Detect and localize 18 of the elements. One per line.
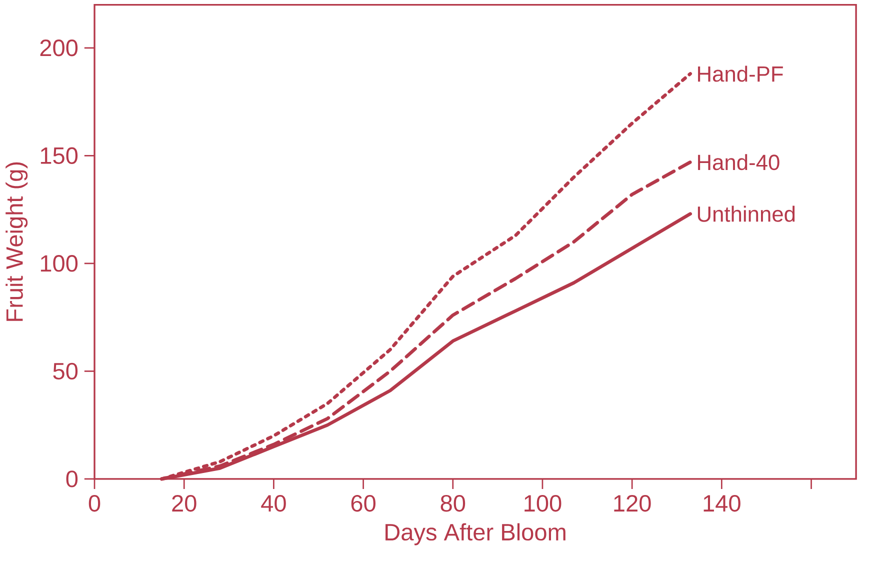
x-tick-label: 120 xyxy=(614,495,651,512)
series-label: Hand-PF xyxy=(698,66,783,82)
y-tick-label: 50 xyxy=(53,362,78,380)
y-tick-label: 0 xyxy=(66,470,78,488)
x-tick-label: 40 xyxy=(261,495,286,512)
x-axis-title: Days After Bloom xyxy=(386,523,566,546)
series-label: Hand-40 xyxy=(698,154,780,170)
x-tick-label: 100 xyxy=(524,495,562,512)
y-tick-label: 200 xyxy=(40,40,78,56)
x-tick-label: 0 xyxy=(88,495,100,512)
x-tick-label: 20 xyxy=(172,495,196,512)
x-tick-label: 60 xyxy=(351,495,376,512)
x-tick-label: 80 xyxy=(440,495,466,512)
y-tick-label: 100 xyxy=(40,255,78,272)
series-label: Unthinned xyxy=(698,206,795,222)
y-axis-title: Fruit Weight (g) xyxy=(6,162,28,322)
y-tick-label: 150 xyxy=(40,147,78,164)
x-tick-label: 140 xyxy=(704,495,740,512)
